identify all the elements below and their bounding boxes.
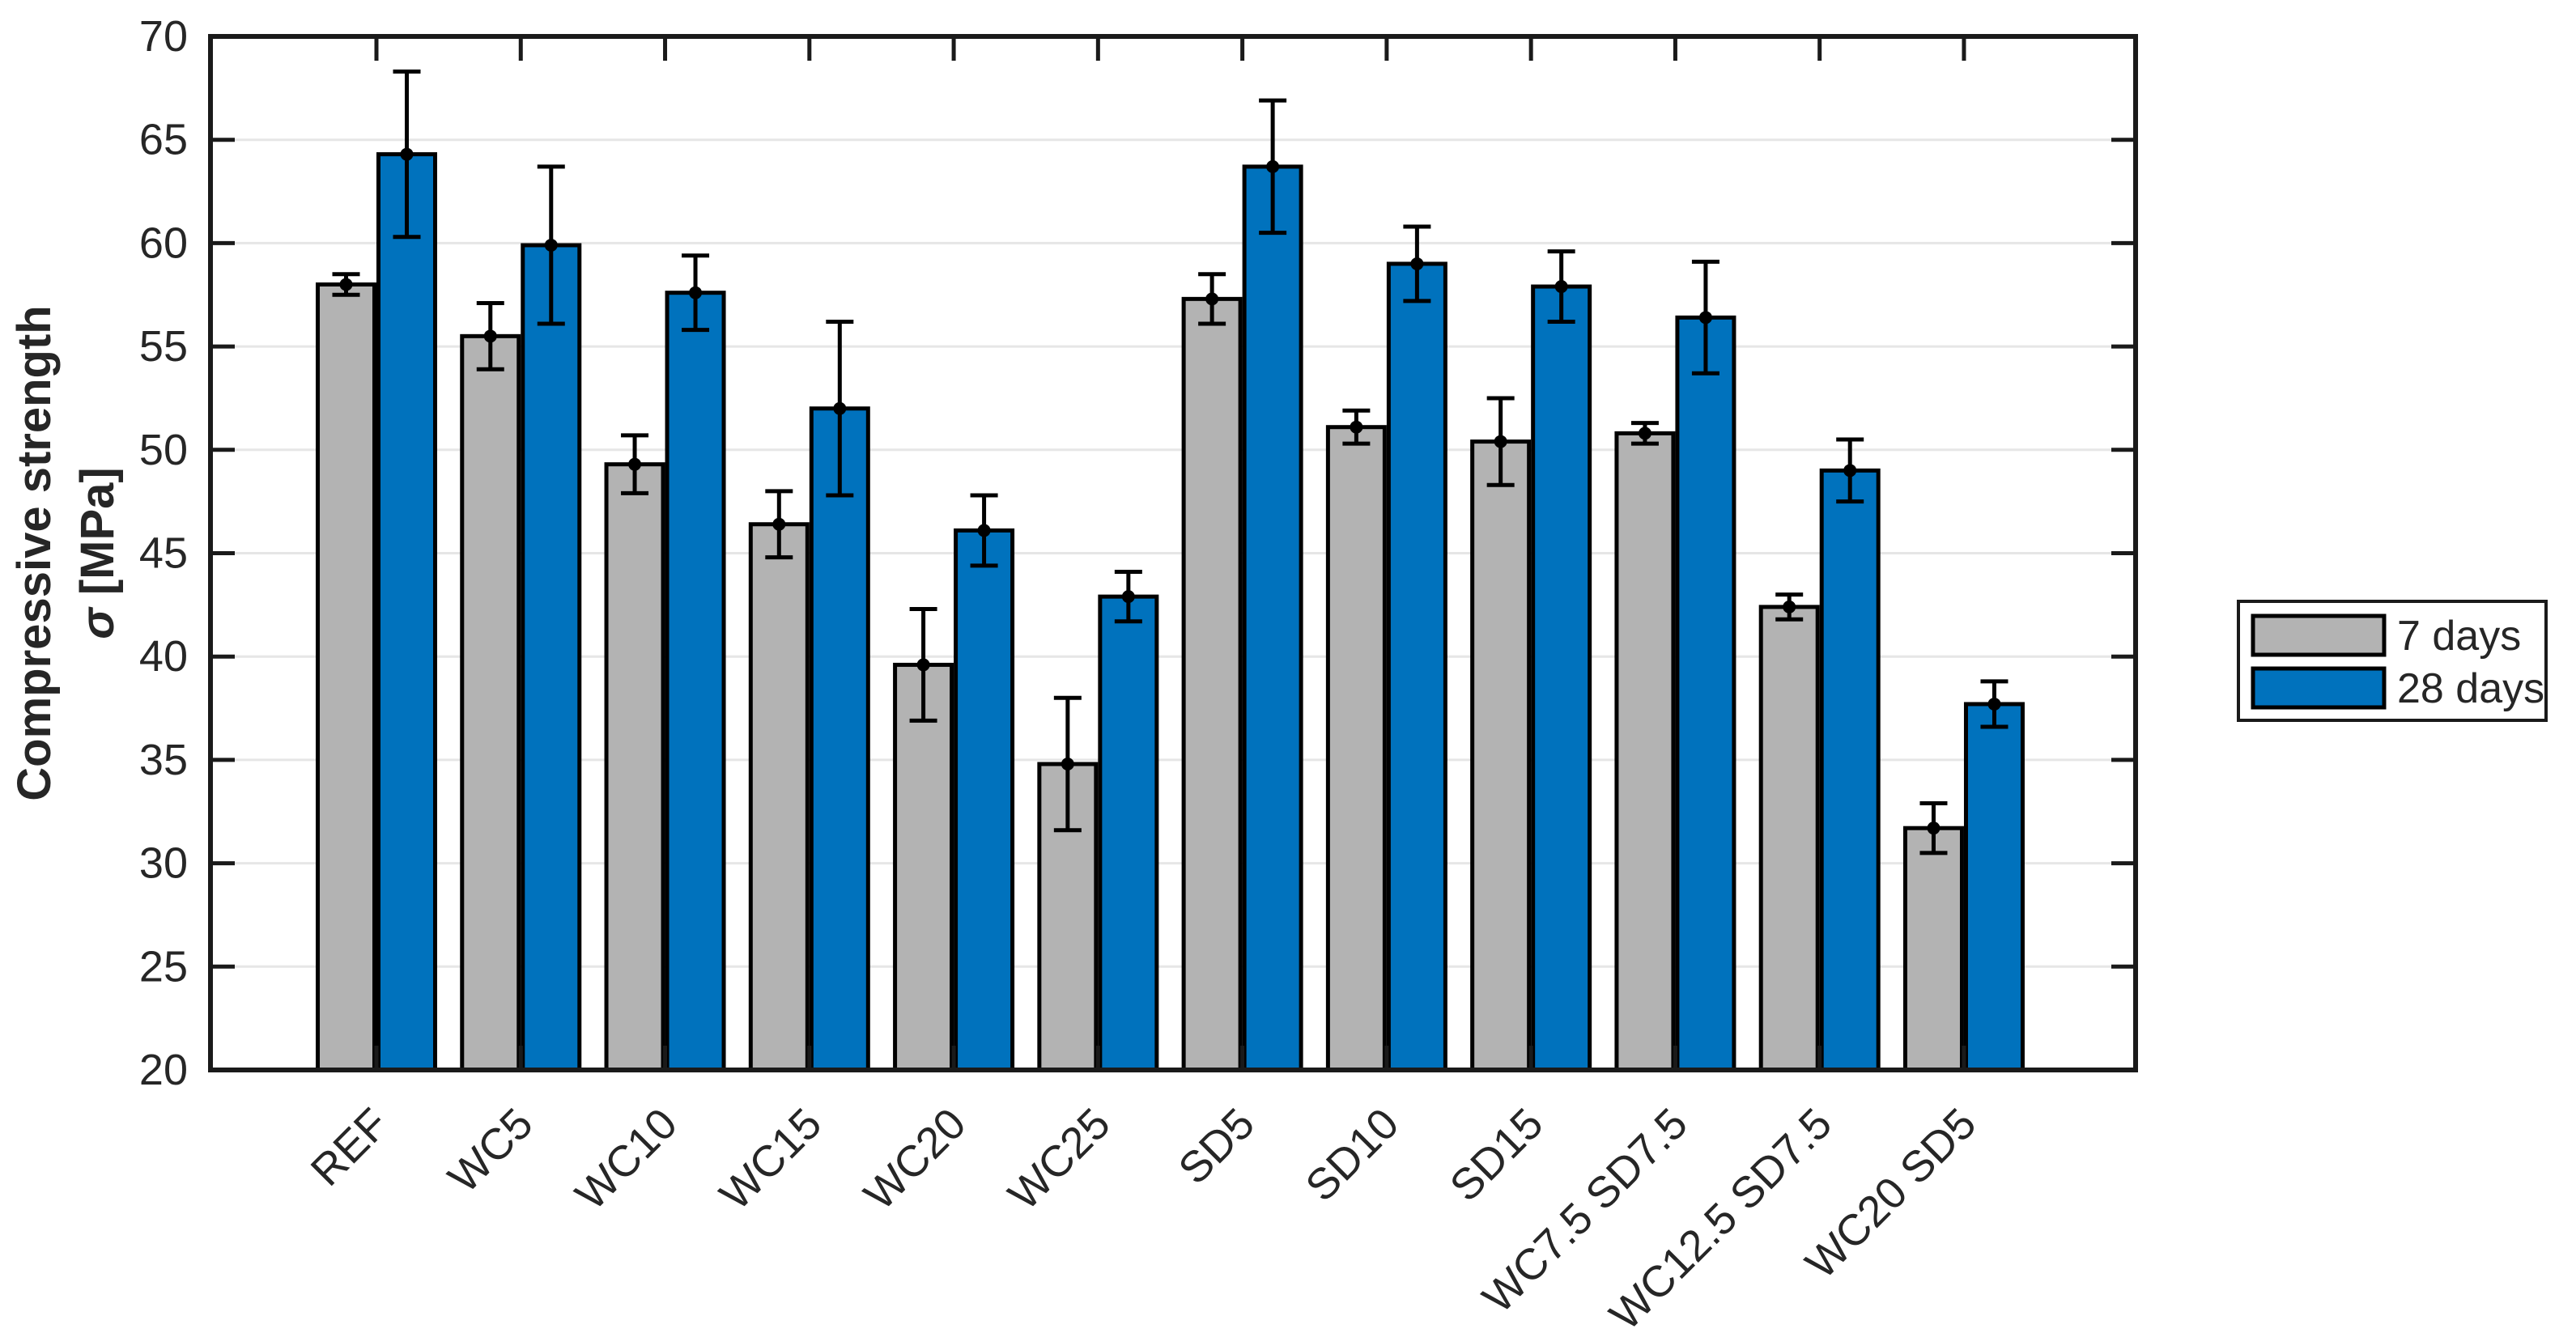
error-bar	[393, 69, 421, 240]
mean-marker	[1205, 292, 1219, 306]
bar-WC12.5-SD7.5-7-days	[1758, 605, 1820, 1072]
mean-marker	[1987, 697, 2001, 711]
error-bar	[1836, 437, 1864, 504]
y-tick-label: 65	[139, 116, 188, 164]
bar-SD15-28-days	[1531, 284, 1592, 1072]
mean-marker	[1494, 435, 1507, 448]
series-28-days	[376, 69, 2025, 1072]
mean-marker	[1350, 420, 1363, 434]
mean-marker	[977, 524, 991, 537]
y-tick-label: 45	[139, 529, 188, 578]
series-7-days	[316, 272, 1964, 1072]
error-bar	[1259, 98, 1287, 236]
bar-WC20-7-days	[893, 662, 954, 1072]
y-tick-label: 50	[139, 426, 188, 474]
legend-swatch-28-days	[2251, 666, 2387, 710]
bar-WC5-7-days	[460, 333, 521, 1072]
mean-marker	[1927, 821, 1941, 835]
bar-WC7.5-SD7.5-28-days	[1675, 315, 1736, 1072]
error-bar	[909, 606, 937, 723]
bar-SD5-28-days	[1242, 164, 1303, 1072]
mean-marker	[772, 517, 786, 531]
error-bar	[682, 253, 710, 333]
mean-marker	[400, 147, 414, 161]
error-bar	[1980, 679, 2009, 729]
error-bar	[1691, 259, 1719, 376]
bar-WC25-28-days	[1098, 594, 1159, 1072]
bar-REF-28-days	[376, 152, 437, 1072]
bar-SD10-7-days	[1325, 425, 1387, 1072]
y-tick-label: 40	[139, 632, 188, 681]
error-bar	[1547, 249, 1575, 324]
bar-WC10-28-days	[665, 291, 726, 1072]
mean-marker	[1121, 590, 1135, 604]
bar-SD15-7-days	[1470, 439, 1532, 1072]
mean-marker	[628, 457, 642, 471]
mean-marker	[483, 329, 497, 343]
error-bar	[1486, 396, 1515, 487]
bar-WC20-28-days	[954, 528, 1015, 1072]
y-tick-labels: 20 25 30 35 40 45 50 55 60 65 70	[139, 12, 188, 1094]
error-bar	[970, 493, 998, 568]
error-bar	[621, 433, 649, 495]
error-bar	[826, 319, 854, 498]
mean-marker	[544, 238, 558, 252]
bar-WC15-7-days	[748, 522, 810, 1072]
bar-WC12.5-SD7.5-28-days	[1819, 468, 1881, 1072]
error-bar	[1053, 695, 1082, 833]
y-axis-label-line1: Compressive strength	[8, 305, 61, 800]
error-bar	[1114, 569, 1142, 624]
error-bar	[332, 272, 360, 297]
bar-REF-7-days	[316, 282, 376, 1072]
legend: 7 days 28 days	[2237, 600, 2548, 722]
mean-marker	[1554, 280, 1568, 294]
bar-WC5-28-days	[521, 243, 582, 1072]
legend-swatch-7-days	[2251, 613, 2387, 657]
y-axis-label-line2: σ [MPa]	[71, 467, 124, 639]
mean-marker	[1783, 600, 1796, 613]
error-bar	[1342, 408, 1371, 446]
error-bar	[1919, 801, 1948, 855]
bar-WC20-SD5-28-days	[1963, 702, 2025, 1072]
error-bar	[476, 300, 504, 371]
mean-marker	[1698, 311, 1712, 325]
error-bar	[1403, 224, 1431, 304]
mean-marker	[916, 658, 930, 672]
y-tick-label: 60	[139, 219, 188, 267]
bar-WC20-SD5-7-days	[1902, 826, 1964, 1072]
mean-marker	[1638, 427, 1651, 440]
mean-marker	[833, 401, 847, 415]
error-bar	[1630, 421, 1659, 446]
y-tick-label: 25	[139, 942, 188, 991]
y-tick-label: 20	[139, 1046, 188, 1094]
bar-SD5-7-days	[1181, 296, 1243, 1072]
mean-marker	[1266, 159, 1280, 173]
y-tick-label: 35	[139, 736, 188, 784]
error-bar	[765, 489, 793, 560]
y-tick-label: 30	[139, 839, 188, 888]
error-bar	[1198, 272, 1226, 326]
bar-WC7.5-SD7.5-7-days	[1614, 431, 1676, 1072]
error-bar	[1775, 592, 1804, 622]
bar-SD10-28-days	[1386, 261, 1447, 1072]
legend-label: 7 days	[2397, 613, 2521, 660]
mean-marker	[1843, 464, 1857, 478]
legend-label: 28 days	[2397, 665, 2544, 712]
y-tick-label: 55	[139, 322, 188, 371]
bar-WC10-7-days	[604, 462, 665, 1072]
y-tick-label: 70	[139, 12, 188, 61]
bar-series	[316, 69, 2025, 1072]
bar-WC15-28-days	[809, 406, 870, 1072]
mean-marker	[689, 286, 703, 299]
axis-ticks	[210, 34, 2136, 1072]
mean-marker	[339, 278, 353, 291]
error-bar	[537, 164, 565, 326]
mean-marker	[1410, 257, 1424, 270]
mean-marker	[1061, 758, 1074, 771]
